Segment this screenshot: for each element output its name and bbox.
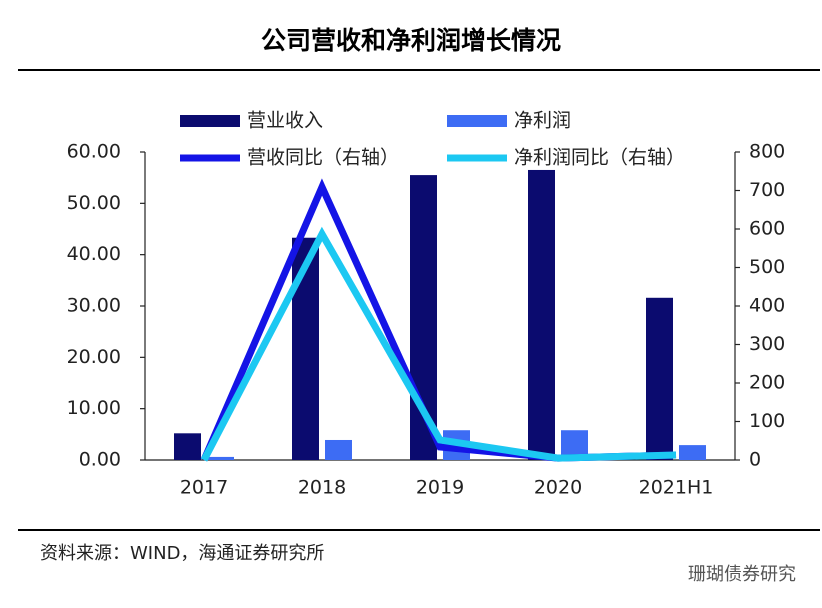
y2-tick-label: 700 xyxy=(749,179,785,201)
y-tick-label: 20.00 xyxy=(67,346,121,368)
bar xyxy=(679,445,706,460)
bar xyxy=(528,169,555,460)
x-tick-label: 2020 xyxy=(534,477,582,499)
line xyxy=(200,226,677,462)
y-tick-label: 50.00 xyxy=(67,192,121,214)
legend-swatch xyxy=(180,115,240,127)
y-tick-label: 10.00 xyxy=(67,397,121,419)
bar xyxy=(646,297,673,460)
y2-tick-label: 400 xyxy=(749,295,785,317)
legend-label: 营收同比（右轴） xyxy=(247,147,399,169)
y-tick-label: 0.00 xyxy=(79,449,121,471)
y-tick-label: 60.00 xyxy=(67,141,121,163)
legend-label: 净利润 xyxy=(514,110,571,132)
x-tick-label: 2019 xyxy=(416,477,464,499)
watermark: 珊瑚债券研究 xyxy=(688,564,796,585)
y2-tick-label: 100 xyxy=(749,410,785,432)
x-tick-label: 2017 xyxy=(180,477,228,499)
y2-tick-label: 0 xyxy=(749,449,761,471)
bar xyxy=(174,433,201,460)
y2-tick-label: 800 xyxy=(749,141,785,163)
legend-label: 净利润同比（右轴） xyxy=(514,147,685,169)
source: 资料来源：WIND，海通证券研究所 xyxy=(40,543,324,564)
bar xyxy=(292,237,319,460)
y2-tick-label: 200 xyxy=(749,372,785,394)
bar xyxy=(325,439,352,460)
x-tick-label: 2021H1 xyxy=(639,477,714,499)
legend-label: 营业收入 xyxy=(247,110,323,132)
chart-title: 公司营收和净利润增长情况 xyxy=(261,26,561,55)
y2-tick-label: 300 xyxy=(749,333,785,355)
x-tick-label: 2018 xyxy=(298,477,346,499)
y2-tick-label: 600 xyxy=(749,218,785,240)
y-tick-label: 30.00 xyxy=(67,295,121,317)
bar xyxy=(207,456,234,460)
y2-tick-label: 500 xyxy=(749,256,785,278)
legend-swatch xyxy=(447,115,507,127)
y-tick-label: 40.00 xyxy=(67,243,121,265)
